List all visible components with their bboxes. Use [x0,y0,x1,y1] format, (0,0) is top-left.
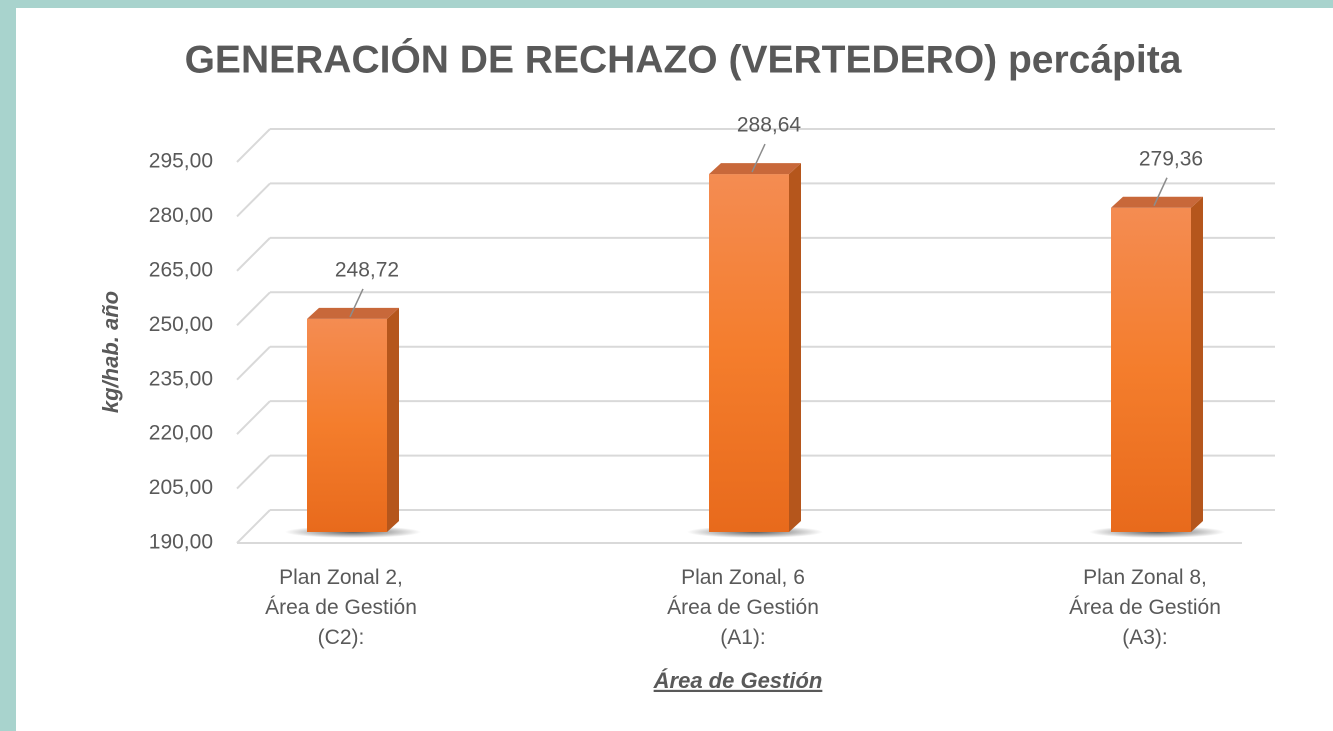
bar [1111,207,1191,532]
bar-side [789,163,801,533]
y-tick-label: 250,00 [149,313,213,336]
bar-side [1191,196,1203,532]
y-tick-label: 295,00 [149,150,213,173]
leader-line [349,288,364,318]
y-axis-title: kg/hab. año [98,291,123,413]
bar [307,318,387,532]
y-tick-label: 220,00 [149,422,213,445]
x-tick-label: Plan Zonal, 6 Área de Gestión (A1): [667,566,819,649]
bar-top [1111,196,1203,208]
data-label: 248,72 [335,258,399,281]
chart-title: GENERACIÓN DE RECHAZO (VERTEDERO) percáp… [185,37,1182,81]
grid-line-depth [236,346,271,381]
grid-line-depth [236,237,271,272]
leader-line [1153,177,1168,207]
y-tick-label: 235,00 [149,367,213,390]
data-label: 288,64 [737,114,802,137]
grid-line-depth [236,454,271,490]
bar-top [307,307,399,319]
bar [709,174,789,533]
data-label: 279,36 [1139,147,1203,170]
y-tick-label: 205,00 [149,476,213,499]
x-tick-label: Plan Zonal 2, Área de Gestión (C2): [265,566,417,649]
bar-top [709,163,801,175]
x-axis-title: Área de Gestión [653,668,823,693]
x-tick-label: Plan Zonal 8, Área de Gestión (A3): [1069,566,1221,649]
bar-side [387,307,399,532]
grid-line-depth [236,400,271,435]
grid-line-depth [236,182,271,218]
y-tick-label: 280,00 [149,204,213,227]
leader-line [751,143,766,173]
grid-line-depth [236,291,271,326]
grid-line-depth [236,509,271,544]
y-tick-label: 190,00 [149,531,213,554]
y-tick-label: 265,00 [149,258,213,281]
grid-line-depth [236,128,271,163]
